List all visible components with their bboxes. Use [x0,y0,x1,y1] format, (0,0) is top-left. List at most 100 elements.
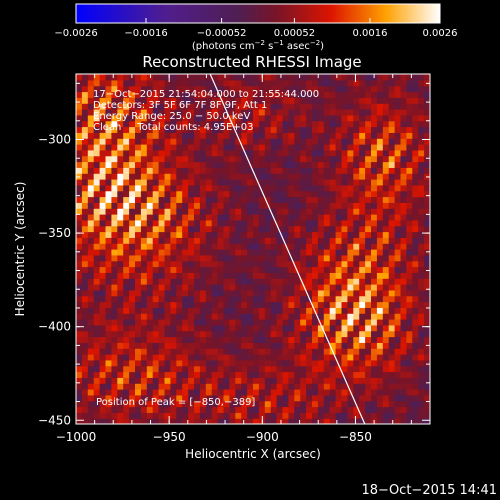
heatmap-cell [270,144,278,151]
heatmap-cell [235,149,242,157]
heatmap-cell [382,307,390,314]
heatmap-cell [258,359,266,367]
heatmap-cell [376,394,384,402]
heatmap-cell [270,319,278,326]
heatmap-cell [81,406,89,413]
heatmap-cell [312,225,319,233]
heatmap-cell [129,167,136,174]
heatmap-cell [87,231,95,238]
heatmap-cell [300,278,307,285]
heatmap-cell [117,354,124,361]
heatmap-cell [418,330,425,338]
heatmap-cell [235,284,242,291]
heatmap-cell [270,330,278,338]
heatmap-cell [99,266,107,273]
heatmap-cell [312,260,319,268]
heatmap-cell [353,144,360,151]
heatmap-cell [93,91,101,98]
heatmap-cell [294,126,301,133]
heatmap-cell [123,377,130,384]
heatmap-cell [424,254,430,262]
heatmap-cell [288,394,295,402]
heatmap-cell [312,324,319,332]
heatmap-cell [194,74,201,81]
heatmap-cell [81,91,89,98]
heatmap-cell [87,278,95,285]
heatmap-cell [400,348,407,355]
heatmap-cell [93,155,101,163]
heatmap-cell [123,79,130,87]
heatmap-cell [247,342,254,349]
heatmap-cell [146,289,154,297]
heatmap-cell [164,418,171,424]
heatmap-cell [258,266,266,273]
heatmap-cell [182,202,189,209]
heatmap-cell [335,313,343,320]
heatmap-cell [359,324,366,332]
heatmap-cell [247,301,254,308]
heatmap-cell [111,196,118,203]
heatmap-cell [359,79,366,87]
heatmap-cell [300,237,307,244]
heatmap-cell [146,219,154,227]
heatmap-cell [335,330,343,338]
heatmap-cell [81,85,89,93]
heatmap-cell [282,254,289,262]
heatmap-cell [382,406,390,413]
heatmap-cell [205,289,213,297]
heatmap-cell [241,144,248,151]
heatmap-cell [359,254,366,262]
heatmap-cell [211,412,219,419]
heatmap-cell [412,91,419,98]
solar-limb-line [209,74,366,424]
heatmap-cell [253,97,260,104]
heatmap-cell [300,138,307,145]
heatmap-cell [158,284,166,291]
heatmap-cell [258,79,266,87]
heatmap-cell [306,284,313,291]
heatmap-cell [152,307,160,314]
heatmap-cell [329,354,337,361]
heatmap-cell [294,149,301,157]
heatmap-cell [241,97,248,104]
heatmap-cell [135,97,142,104]
heatmap-cell [347,79,354,87]
heatmap-cell [424,126,430,133]
heatmap-cell [270,190,278,198]
heatmap-cell [81,278,89,285]
heatmap-cell [170,161,177,168]
info-line: Clean Total counts: 4.95E+03 [93,122,253,133]
heatmap-cell [329,301,337,308]
heatmap-cell [317,243,325,250]
heatmap-cell [188,412,195,419]
heatmap-cell [93,97,101,104]
heatmap-cell [424,149,430,157]
heatmap-cell [111,377,118,384]
info-line: Detectors: 3F 5F 6F 7F 8F 9F, Att 1 [93,100,267,111]
heatmap-cell [353,330,360,338]
heatmap-cell [158,406,166,413]
heatmap-cell [105,208,112,215]
heatmap-cell [241,406,248,413]
heatmap-cell [223,400,230,408]
heatmap-cell [111,284,118,291]
heatmap-cell [264,406,272,413]
heatmap-cell [306,394,313,402]
heatmap-cell [418,231,425,238]
heatmap-cell [382,394,390,402]
heatmap-cell [81,190,89,198]
heatmap-cell [158,103,166,110]
heatmap-cell [105,260,112,268]
heatmap-cell [264,336,272,343]
heatmap-cell [424,237,430,244]
heatmap-cell [371,394,378,402]
heatmap-cell [394,336,402,343]
heatmap-cell [152,132,160,139]
heatmap-cell [382,173,390,180]
heatmap-cell [164,97,171,104]
heatmap-cell [406,167,413,174]
heatmap-cell [258,144,266,151]
heatmap-cell [312,383,319,390]
heatmap-cell [99,324,107,332]
heatmap-cell [276,354,284,361]
